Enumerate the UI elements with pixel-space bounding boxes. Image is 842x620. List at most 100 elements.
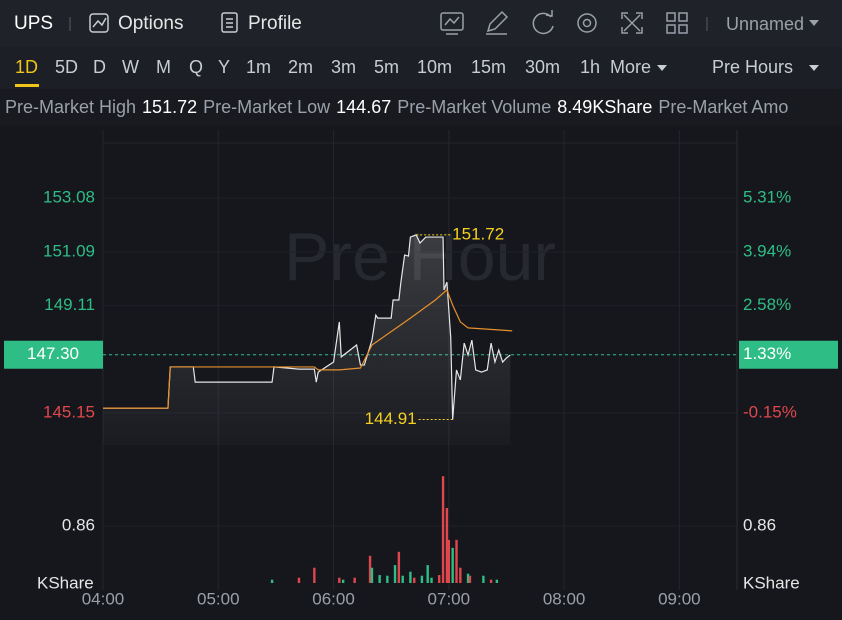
settings-icon[interactable] [577, 13, 597, 33]
draw-icon[interactable] [486, 10, 509, 35]
x-tick-label: 06:00 [312, 589, 355, 608]
session-select[interactable]: Pre Hours [712, 57, 793, 77]
timeframe-button[interactable]: More [610, 57, 651, 77]
options-button[interactable]: Options [118, 13, 183, 34]
timeframe-button[interactable]: 30m [525, 57, 560, 77]
y2-tick-label: 2.58% [743, 295, 791, 314]
timeframe-button[interactable]: 15m [471, 57, 506, 77]
stat-label: Pre-Market High [5, 97, 136, 117]
volume-bar [426, 565, 429, 583]
dropdown-arrow [809, 20, 819, 26]
volume-bar [370, 567, 374, 583]
volume-bar [270, 579, 274, 583]
volume-bar [368, 555, 372, 583]
timeframe-button[interactable]: W [122, 57, 139, 77]
high-label: 151.72 [452, 224, 504, 243]
stat-label: Pre-Market Low [203, 97, 331, 117]
stat-value: 151.72 [142, 97, 197, 117]
y2-tick-label: 1.33% [743, 344, 791, 363]
timeframe-button[interactable]: 1m [246, 57, 271, 77]
timeframe-button[interactable]: 3m [331, 57, 356, 77]
volume-bar [401, 575, 404, 583]
timeframe-button[interactable]: M [156, 57, 171, 77]
volume-bar [482, 575, 485, 583]
layout-name[interactable]: Unnamed [726, 14, 804, 34]
x-tick-label: 04:00 [82, 589, 125, 608]
top-bar [0, 0, 842, 47]
y-tick-label: 151.09 [43, 241, 95, 260]
volume-bar [451, 547, 454, 583]
volume-bar [313, 567, 316, 583]
timeframes: 1D 5D D W M Q Y 1m 2m 3m 5m 10m 15m 30m 1h More [15, 57, 668, 87]
dropdown-arrow [657, 65, 668, 71]
volume-tick-label: 0.86 [743, 515, 776, 534]
volume-bar [430, 577, 433, 583]
layout-icon[interactable] [666, 12, 688, 34]
volume-bar [353, 577, 356, 583]
volume-bar [420, 575, 424, 583]
profile-button[interactable]: Profile [248, 13, 302, 34]
last-pct-box [739, 340, 838, 369]
volume-bar [338, 577, 341, 583]
stat-label: Pre-Market Amo [658, 97, 788, 117]
fullscreen-icon[interactable] [621, 12, 643, 34]
timeframe-button[interactable]: 5m [374, 57, 399, 77]
last-price-box [4, 340, 103, 369]
stat-label: Pre-Market Volume [397, 97, 551, 117]
y-tick-label: 153.08 [43, 188, 95, 207]
timeframe-button[interactable]: 1h [580, 57, 600, 77]
volume-bar [489, 579, 493, 583]
volume-tick-label: 0.86 [62, 515, 95, 534]
timeframe-button[interactable]: Q [189, 57, 203, 77]
volume-bar [397, 551, 401, 583]
volume-bar [495, 579, 499, 583]
low-label: 144.91 [365, 409, 417, 428]
x-tick-label: 09:00 [658, 589, 701, 608]
timeframe-button[interactable]: Y [218, 57, 230, 77]
profile-icon[interactable] [221, 12, 238, 33]
volume-bar [466, 573, 470, 583]
price-area [103, 234, 511, 445]
y-tick-label: 145.15 [43, 402, 95, 421]
timeframe-button[interactable]: 10m [417, 57, 452, 77]
volume-bar [341, 579, 345, 583]
average-line [103, 288, 513, 409]
volume-unit: KShare [37, 573, 94, 592]
price-line [103, 234, 511, 420]
toolbar-icons [440, 10, 688, 35]
volume-bar [393, 565, 397, 583]
volume-bar [441, 476, 445, 583]
timeframe-button[interactable]: D [93, 57, 106, 77]
indicator-icon[interactable] [440, 12, 464, 35]
timeframe-button[interactable]: 2m [288, 57, 313, 77]
volume-bar [378, 575, 381, 583]
x-tick-label: 08:00 [543, 589, 586, 608]
active-underline [15, 84, 39, 87]
stats-line: Pre-Market High 151.72 Pre-Market Low 144.6… [5, 97, 788, 117]
volume-bar [468, 575, 472, 583]
volume-bar [409, 571, 412, 583]
timeframe-button[interactable]: 1D [15, 57, 38, 77]
volume-bar [455, 539, 458, 583]
options-icon[interactable] [89, 13, 109, 33]
y2-tick-label: 5.31% [743, 188, 791, 207]
volume-bar [386, 575, 389, 583]
y-tick-label: 147.30 [27, 344, 79, 363]
volume-bar [297, 577, 301, 583]
ticker[interactable]: UPS [14, 13, 53, 34]
timeframe-bar [0, 47, 842, 89]
volume-bar [447, 539, 451, 583]
x-tick-label: 07:00 [428, 589, 471, 608]
volume-bar [459, 567, 462, 583]
x-tick-label: 05:00 [197, 589, 240, 608]
refresh-icon[interactable] [532, 10, 554, 35]
stat-value: 144.67 [336, 97, 391, 117]
stat-value: 8.49KShare [557, 97, 652, 117]
y-tick-label: 149.11 [44, 295, 95, 314]
timeframe-button[interactable]: 5D [55, 57, 78, 77]
y2-tick-label: 3.94% [743, 241, 791, 260]
stats-bar [0, 89, 842, 126]
